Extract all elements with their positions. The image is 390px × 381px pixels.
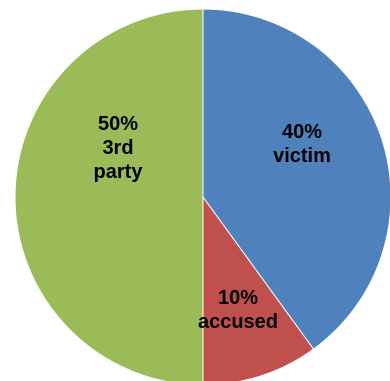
slice-label-line: 10% bbox=[218, 287, 258, 309]
slice-label-accused: 10% accused bbox=[198, 287, 278, 333]
slice-label-victim: 40% victim bbox=[273, 121, 331, 167]
slice-label-line: 3rd bbox=[102, 137, 133, 159]
pie-slices bbox=[14, 8, 390, 381]
slice-label-line: 40% bbox=[282, 121, 322, 143]
pie-slice-3rd-party bbox=[14, 8, 204, 381]
slice-label-3rd-party: 50% 3rd party bbox=[94, 113, 144, 183]
pie-labels: 40% victim 10% accused 50% 3rd party bbox=[94, 113, 331, 333]
pie-slice-accused bbox=[202, 195, 315, 381]
pie-slice-victim bbox=[202, 8, 390, 350]
slice-label-line: party bbox=[94, 161, 144, 183]
slice-label-line: accused bbox=[198, 311, 278, 333]
slice-label-line: victim bbox=[273, 145, 331, 167]
slice-label-line: 50% bbox=[98, 113, 138, 135]
